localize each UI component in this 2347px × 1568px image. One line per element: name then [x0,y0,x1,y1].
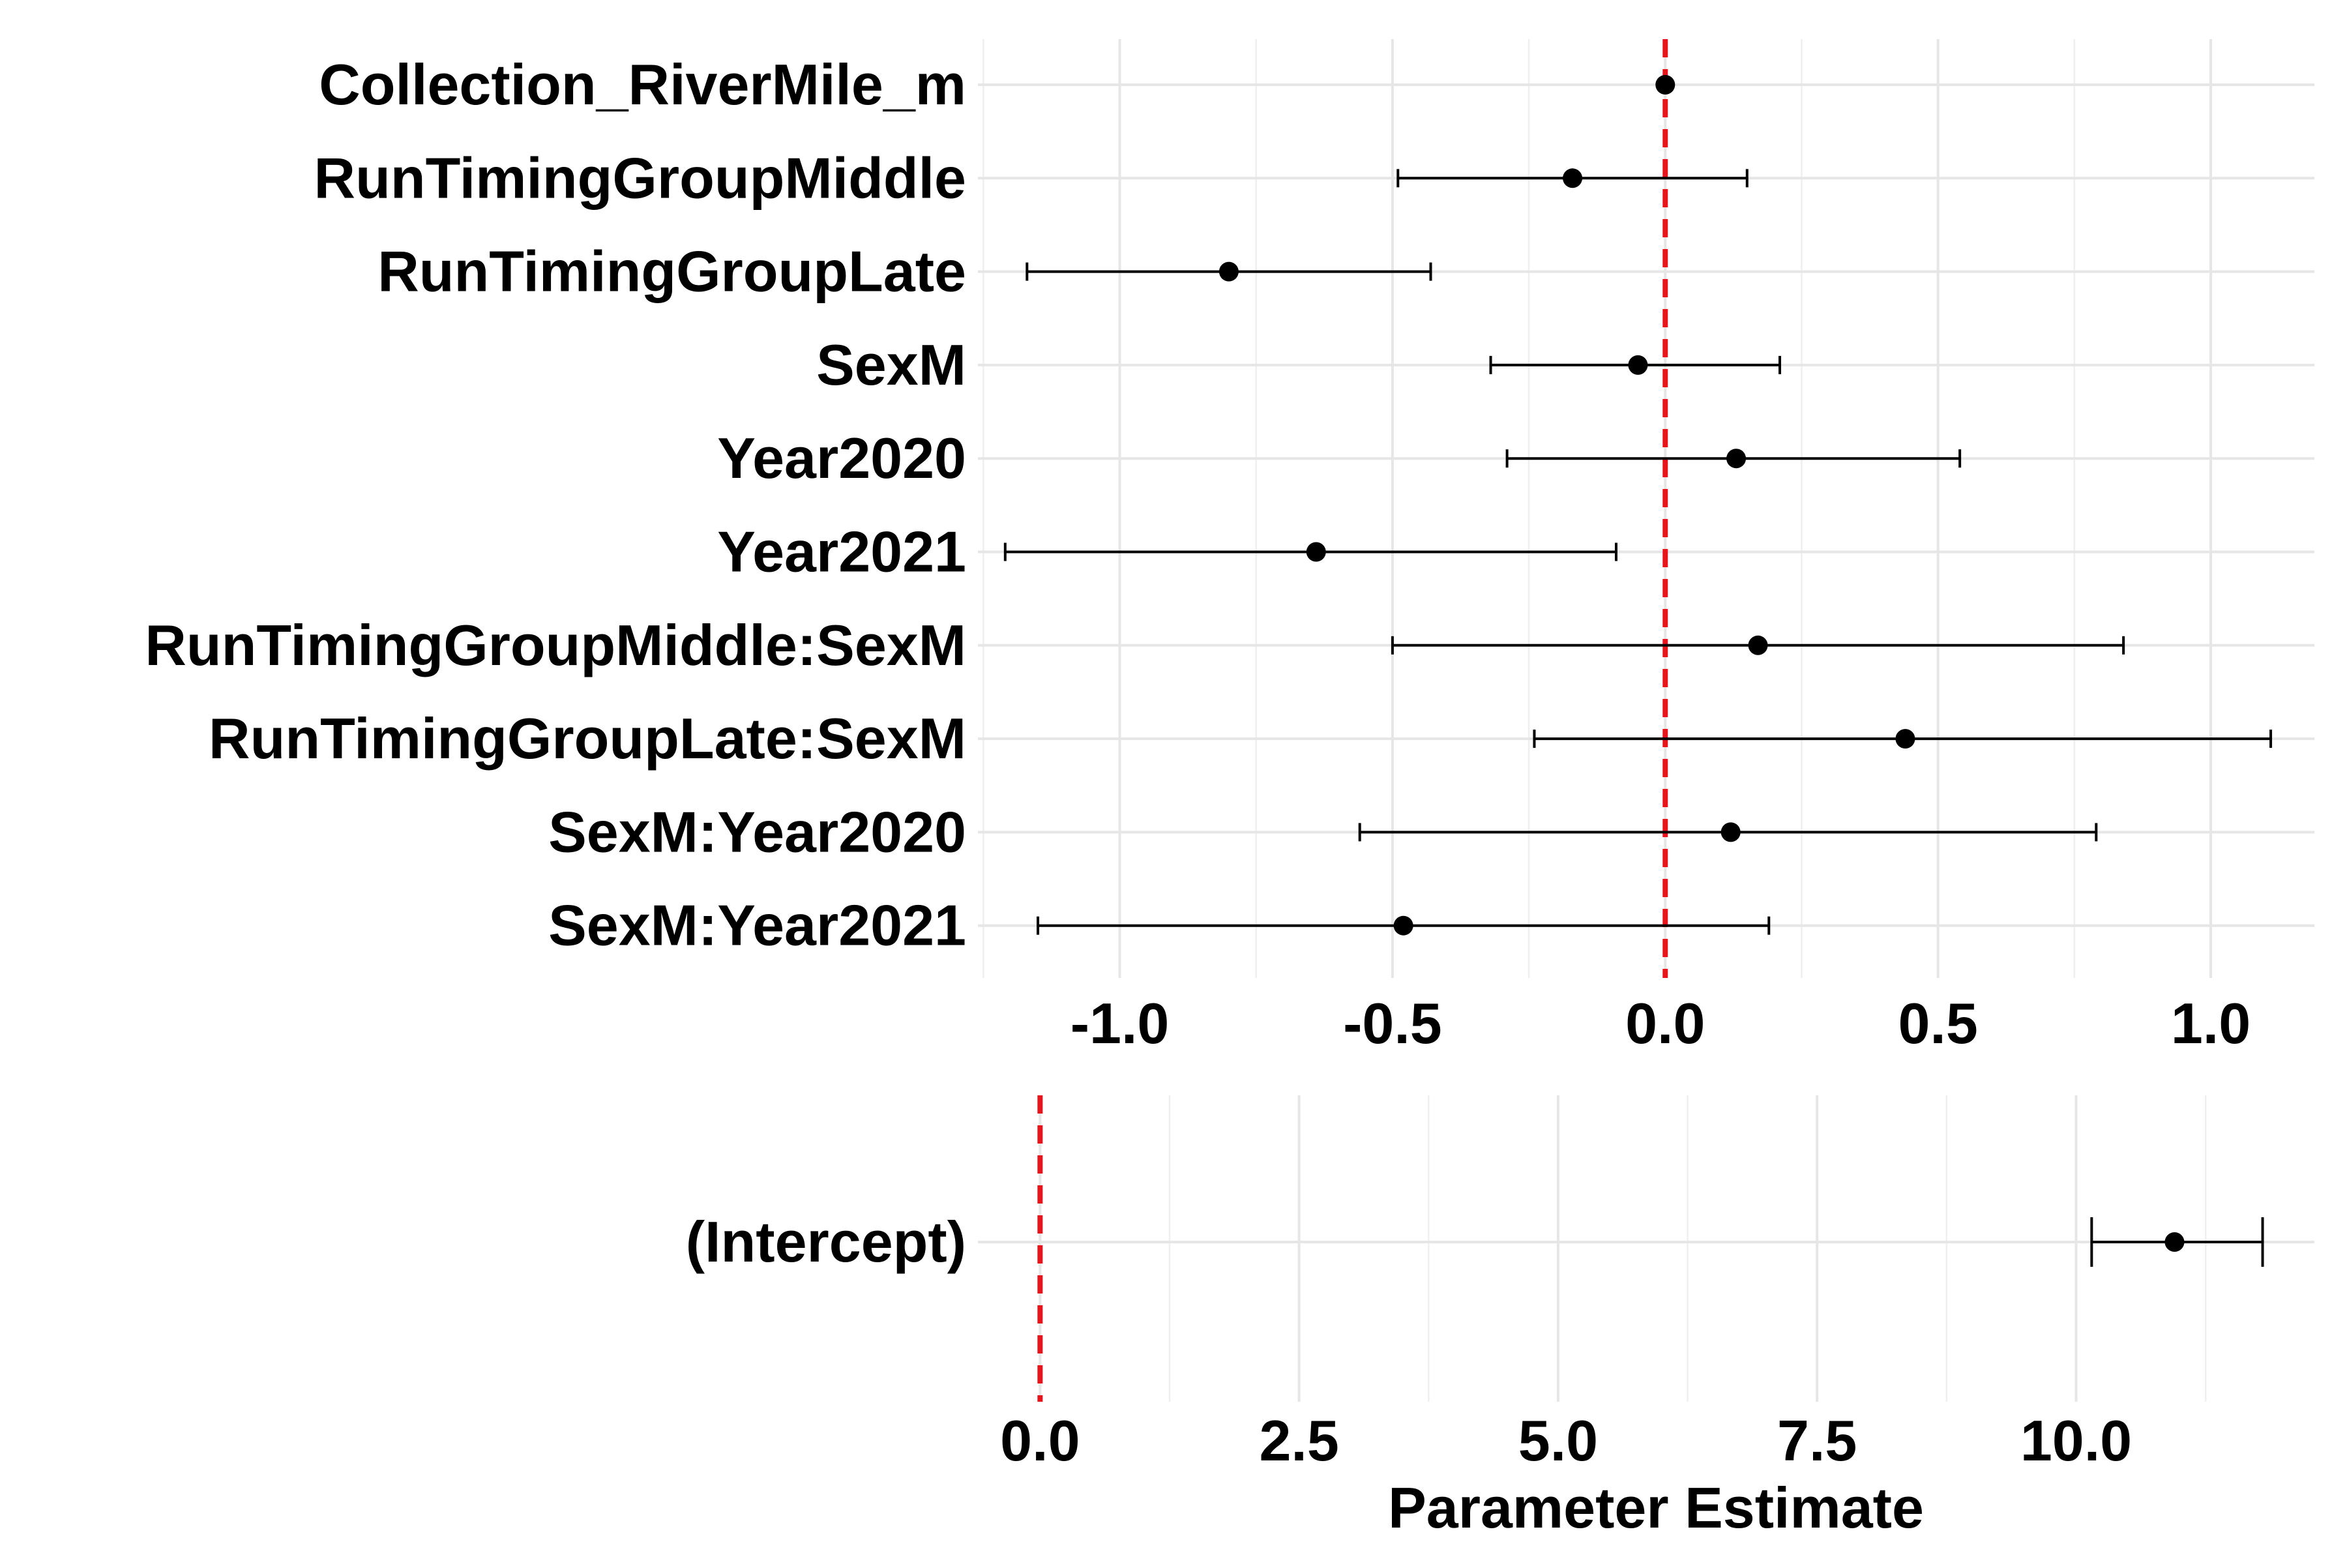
x-tick-label: -0.5 [1343,991,1442,1056]
estimate-point [1726,449,1747,469]
y-category-label: RunTimingGroupMiddle [314,145,966,210]
estimate-point [1628,355,1648,375]
y-category-label: RunTimingGroupLate [377,239,966,304]
coefficients-panel: -1.0 -0.5 0.0 0.5 1.0 Collection_RiverMile_m R… [145,39,2314,1056]
x-tick-label: -1.0 [1070,991,1170,1056]
y-category-label: SexM:Year2020 [548,799,966,864]
estimate-point [1393,915,1413,936]
y-category-label: RunTimingGroupLate:SexM [209,706,966,771]
x-tick-label: 10.0 [2020,1408,2132,1473]
estimate-point [1306,542,1326,562]
y-category-label: Year2020 [717,426,966,490]
x-tick-label: 7.5 [1777,1408,1857,1473]
intercept-panel: 0.0 2.5 5.0 7.5 10.0 (Intercept) [686,1095,2314,1473]
x-axis-title: Parameter Estimate [1388,1475,1924,1540]
y-category-label: RunTimingGroupMiddle:SexM [145,613,966,677]
y-category-label: SexM:Year2021 [548,893,966,958]
y-category-label: Year2021 [717,520,966,584]
y-category-label: (Intercept) [686,1209,966,1274]
x-tick-label: 5.0 [1518,1408,1598,1473]
estimate-point [1563,168,1583,188]
x-tick-label: 0.5 [1898,991,1977,1056]
estimate-point [1218,261,1239,282]
estimate-point [2164,1232,2185,1252]
estimate-point [1748,635,1768,655]
y-category-label: Collection_RiverMile_m [319,52,966,117]
estimate-point [1655,75,1675,95]
x-tick-label: 2.5 [1259,1408,1338,1473]
estimate-point [1720,822,1741,842]
x-tick-label: 0.0 [1625,991,1705,1056]
x-tick-label: 1.0 [2171,991,2251,1056]
x-tick-label: 0.0 [1000,1408,1080,1473]
y-category-label: SexM [816,333,966,397]
estimate-point [1895,729,1915,749]
